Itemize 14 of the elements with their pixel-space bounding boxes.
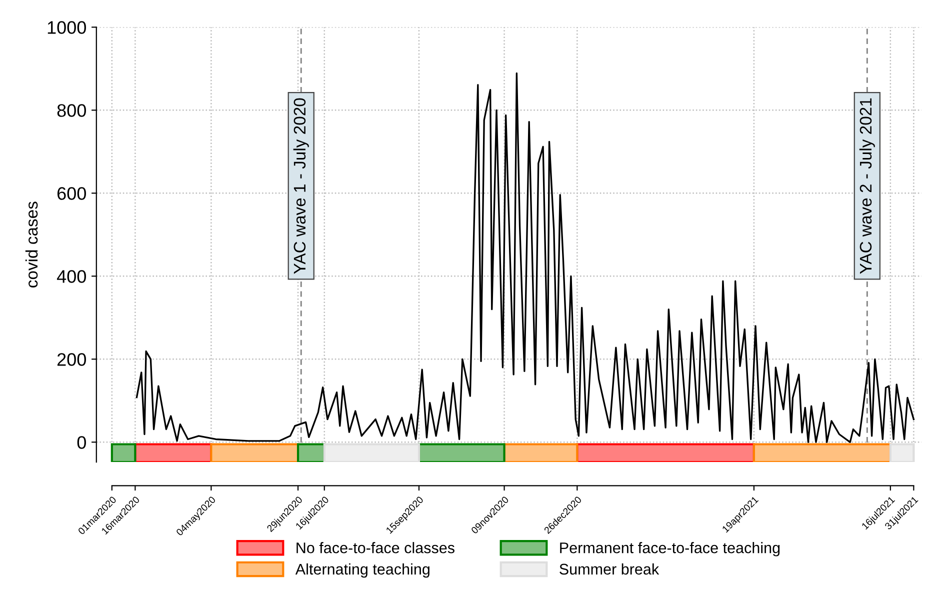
y-tick-label: 800	[57, 104, 86, 117]
y-axis-title: covid cases	[25, 202, 38, 288]
y-tick-label: 200	[57, 353, 86, 366]
legend-label: No face-to-face classes	[296, 542, 454, 554]
legend-label: Summer break	[560, 563, 660, 575]
ref-line-label: YAC wave 2 - July 2021	[859, 98, 875, 274]
y-tick-label: 400	[56, 270, 86, 283]
y-tick-label: 0	[77, 436, 86, 449]
legend-label: Alternating teaching	[295, 563, 430, 578]
y-tick-label: 1000	[48, 21, 86, 34]
legend-label: Permanent face-to-face teaching	[560, 542, 780, 556]
y-tick-label: 600	[57, 187, 86, 200]
line-series	[136, 72, 915, 443]
ref-line-label: YAC wave 1 - July 2020	[293, 98, 309, 274]
